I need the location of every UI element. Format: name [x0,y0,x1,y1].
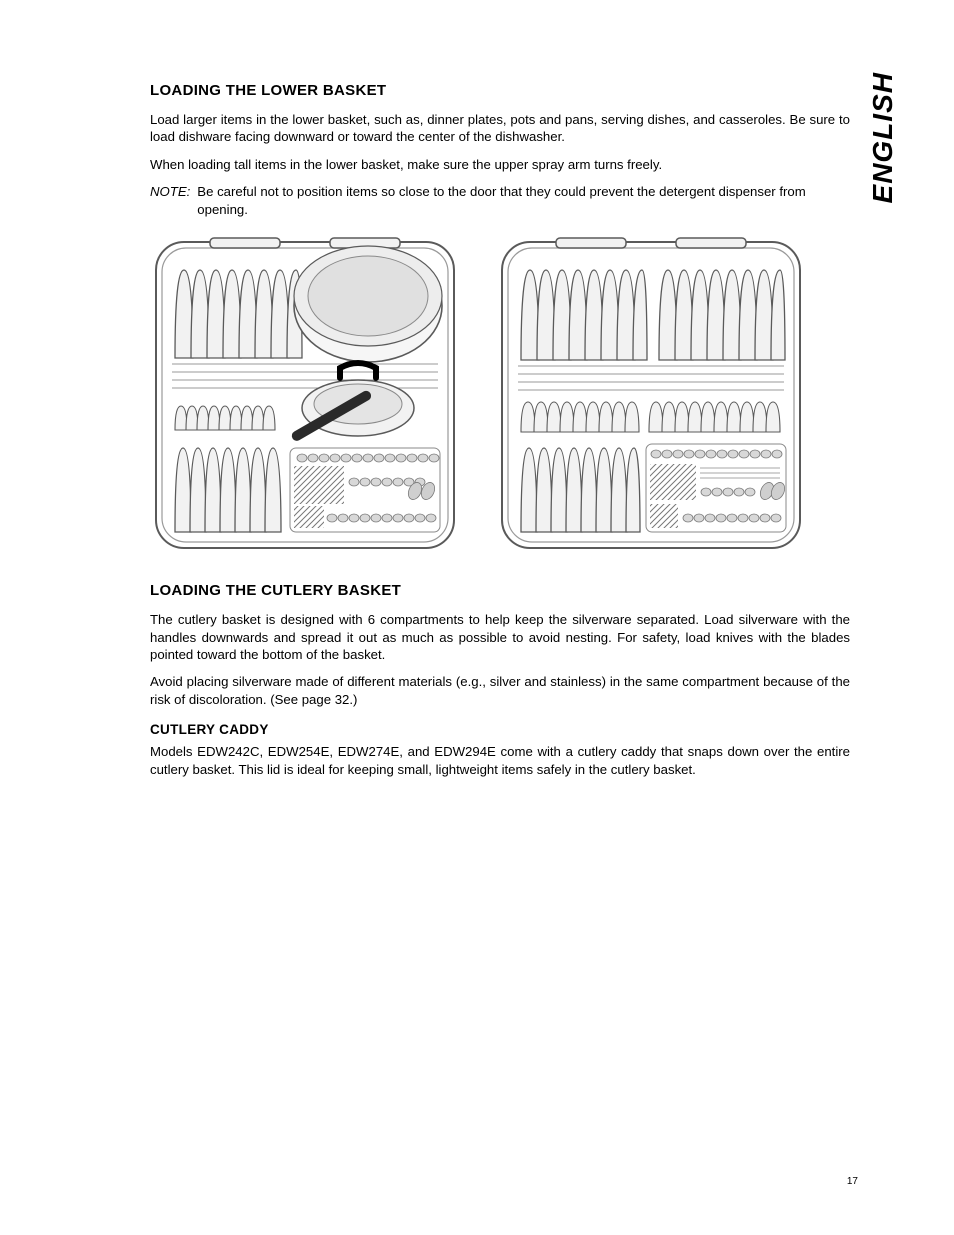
paragraph: When loading tall items in the lower bas… [150,156,850,173]
note-row: NOTE: Be careful not to position items s… [150,183,850,218]
note-body: Be careful not to position items so clos… [194,183,850,218]
note-label: NOTE: [150,183,190,218]
paragraph: Load larger items in the lower basket, s… [150,111,850,146]
figure-lower-basket-plates [496,236,806,554]
paragraph: Models EDW242C, EDW254E, EDW274E, and ED… [150,743,850,778]
paragraph: Avoid placing silverware made of differe… [150,673,850,708]
figure-row [150,236,850,554]
paragraph: The cutlery basket is designed with 6 co… [150,611,850,663]
section-heading-cutlery-basket: LOADING THE CUTLERY BASKET [150,582,850,599]
subsection-heading-cutlery-caddy: CUTLERY CADDY [150,722,850,737]
page-content: LOADING THE LOWER BASKET Load larger ite… [150,82,850,788]
figure-lower-basket-pots [150,236,460,554]
section-heading-lower-basket: LOADING THE LOWER BASKET [150,82,850,99]
language-side-label: ENGLISH [867,72,899,203]
page-number: 17 [847,1176,858,1187]
